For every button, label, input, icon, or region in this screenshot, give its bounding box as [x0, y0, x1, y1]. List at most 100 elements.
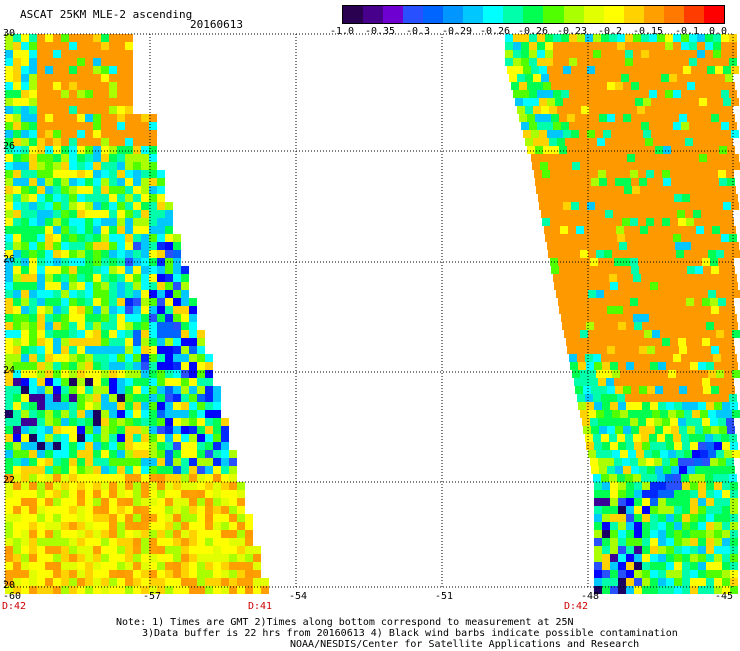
colorbar-tick: -0.1 [674, 26, 700, 37]
swath-cell [37, 546, 45, 554]
swath-cell [29, 490, 37, 498]
swath-cell [109, 178, 117, 186]
swath-cell [570, 194, 578, 202]
swath-cell [109, 210, 117, 218]
swath-cell [141, 490, 149, 498]
swath-cell [149, 314, 157, 322]
swath-cell [101, 498, 109, 506]
swath-cell [647, 114, 655, 122]
swath-cell [133, 282, 141, 290]
swath-cell [229, 474, 237, 482]
swath-cell [659, 242, 667, 250]
swath-cell [572, 162, 580, 170]
swath-cell [29, 578, 37, 586]
swath-cell [101, 530, 109, 538]
swath-cell [663, 146, 671, 154]
swath-cell [641, 474, 649, 482]
swath-cell [237, 570, 245, 578]
swath-cell [117, 74, 125, 82]
swath-cell [580, 290, 588, 298]
swath-cell [125, 122, 133, 130]
swath-cell [53, 450, 61, 458]
swath-cell [650, 282, 658, 290]
swath-cell [666, 498, 674, 506]
swath-cell [141, 306, 149, 314]
swath-cell [93, 186, 101, 194]
swath-cell [117, 338, 125, 346]
swath-cell [61, 138, 69, 146]
swath-cell [607, 386, 615, 394]
swath-cell [658, 506, 666, 514]
swath-cell [625, 58, 633, 66]
swath-cell [93, 194, 101, 202]
swath-cell [189, 530, 197, 538]
swath-cell [642, 490, 650, 498]
swath-cell [617, 122, 625, 130]
swath-cell [133, 162, 141, 170]
lat-label: 20 [3, 580, 16, 591]
swath-cell [173, 274, 181, 282]
swath-cell [505, 34, 513, 42]
swath-cell [165, 490, 173, 498]
swath-cell [689, 234, 697, 242]
swath-cell [149, 114, 157, 122]
swath-cell [706, 562, 714, 570]
swath-cell [609, 34, 617, 42]
swath-cell [61, 34, 69, 42]
swath-cell [721, 394, 729, 402]
swath-cell [149, 370, 157, 378]
swath-cell [650, 490, 658, 498]
swath-cell [61, 290, 69, 298]
swath-cell [141, 114, 149, 122]
swath-cell [61, 298, 69, 306]
swath-cell [53, 402, 61, 410]
swath-cell [149, 442, 157, 450]
swath-cell [157, 418, 165, 426]
swath-cell [205, 394, 213, 402]
swath-cell [682, 282, 690, 290]
swath-cell [601, 394, 609, 402]
swath-cell [683, 66, 691, 74]
swath-cell [53, 426, 61, 434]
swath-cell [101, 346, 109, 354]
swath-cell [93, 538, 101, 546]
swath-cell [141, 474, 149, 482]
swath-cell [117, 434, 125, 442]
swath-cell [13, 146, 21, 154]
swath-cell [221, 474, 229, 482]
swath-cell [595, 154, 603, 162]
swath-cell [109, 34, 117, 42]
swath-cell [571, 202, 579, 210]
swath-cell [706, 322, 714, 330]
swath-cell [141, 450, 149, 458]
swath-cell [125, 282, 133, 290]
swath-cell [37, 90, 45, 98]
swath-cell [654, 218, 662, 226]
swath-cell [189, 306, 197, 314]
swath-cell [77, 74, 85, 82]
swath-cell [77, 490, 85, 498]
swath-cell [700, 250, 708, 258]
swath-cell [682, 538, 690, 546]
swath-cell [596, 410, 604, 418]
swath-cell [45, 570, 53, 578]
swath-cell [719, 466, 727, 474]
swath-cell [173, 402, 181, 410]
swath-cell [173, 378, 181, 386]
swath-cell [53, 410, 61, 418]
swath-cell [133, 426, 141, 434]
swath-cell [634, 282, 642, 290]
swath-cell [117, 130, 125, 138]
swath-cell [695, 82, 703, 90]
swath-cell [141, 298, 149, 306]
swath-cell [117, 466, 125, 474]
swath-cell [125, 106, 133, 114]
swath-cell [625, 34, 633, 42]
swath-cell [13, 458, 21, 466]
swath-cell [53, 50, 61, 58]
swath-cell [29, 562, 37, 570]
swath-cell [644, 450, 652, 458]
swath-cell [545, 50, 553, 58]
swath-cell [566, 170, 574, 178]
swath-cell [93, 402, 101, 410]
